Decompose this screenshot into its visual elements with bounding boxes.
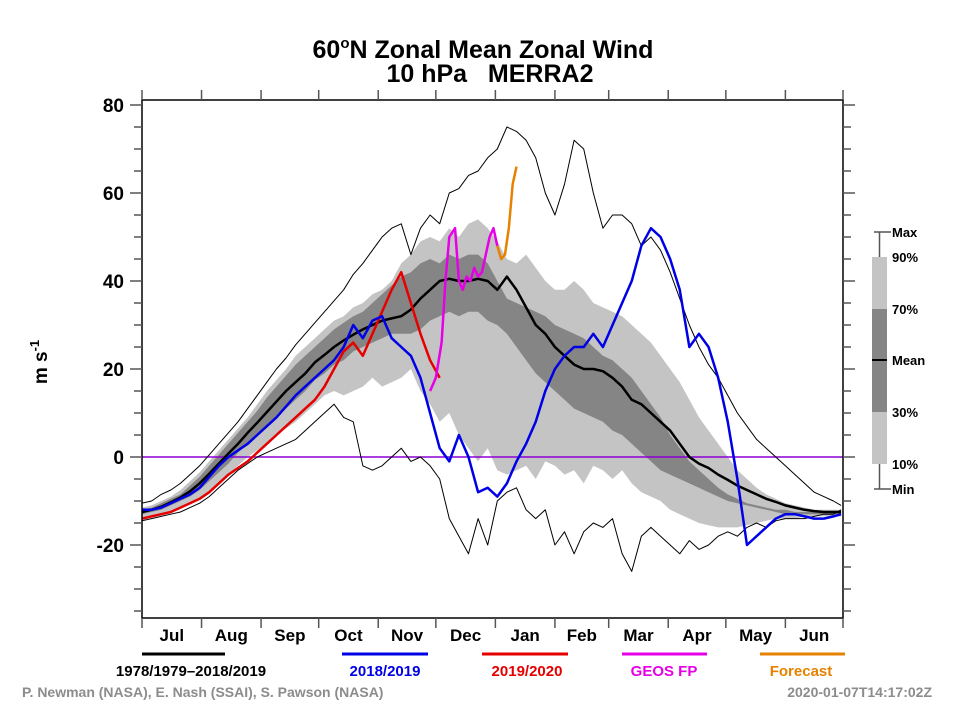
key-label: 70% [892, 302, 918, 317]
y-axis-label: m s-1 [27, 340, 52, 384]
x-tick-label: Jun [799, 626, 829, 645]
key-label: 10% [892, 457, 918, 472]
legend-label: 2018/2019 [350, 663, 421, 680]
x-tick-label: Aug [215, 626, 248, 645]
series-2018-2019-line [142, 226, 842, 547]
series-forecast-line [496, 166, 518, 261]
legend: 1978/1979–2018/2019 2018/2019 2019/2020 GEO… [116, 652, 845, 680]
x-tick-label: Nov [391, 626, 424, 645]
band-10-90 [142, 219, 842, 528]
y-tick-label: 60 [103, 184, 124, 205]
x-tick-label: May [739, 626, 773, 645]
x-tick-label: Dec [450, 626, 481, 645]
credit-text: P. Newman (NASA), E. Nash (SSAI), S. Paw… [22, 684, 383, 700]
title-line-2: 10 hPa MERRA2 [386, 60, 593, 88]
key-label: 90% [892, 250, 918, 265]
axes: -20 0 20 40 60 80 Jul Aug Sep Oct Nov Dec Jan Feb Mar A… [97, 90, 855, 645]
series-min-line [142, 403, 842, 572]
legend-label: 1978/1979–2018/2019 [116, 663, 266, 680]
series-mean-line [142, 275, 842, 514]
band-30-70 [142, 254, 842, 515]
key-label: Min [892, 482, 914, 497]
x-tick-label: Mar [623, 626, 654, 645]
legend-label: Forecast [770, 663, 833, 680]
plot-frame [141, 99, 844, 619]
series-geos-fp-line [428, 226, 499, 392]
title: 60oN Zonal Mean Zonal Wind 10 hPa MERRA2 [313, 35, 654, 88]
x-tick-label: Apr [682, 626, 712, 645]
key-label: 30% [892, 405, 918, 420]
x-tick-label: Jul [159, 626, 184, 645]
percentile-key: Max 90% 70% Mean 30% 10% Min [872, 225, 925, 497]
x-tick-label: Sep [274, 626, 305, 645]
plot-area [142, 126, 843, 572]
series-2019-2020-line [142, 270, 441, 520]
key-label: Max [892, 225, 918, 240]
x-tick-label: Oct [334, 626, 363, 645]
legend-label: 2019/2020 [492, 663, 563, 680]
y-tick-label: 40 [103, 272, 124, 293]
series-max-line [142, 126, 842, 506]
y-tick-label: 0 [113, 448, 124, 469]
x-tick-label: Feb [567, 626, 597, 645]
y-tick-label: 20 [103, 360, 124, 381]
y-tick-label: 80 [103, 96, 124, 117]
x-tick-label: Jan [511, 626, 540, 645]
key-label: Mean [892, 353, 925, 368]
y-tick-label: -20 [97, 536, 124, 557]
title-line-1: 60oN Zonal Mean Zonal Wind [313, 35, 654, 64]
legend-label: GEOS FP [631, 663, 698, 680]
timestamp: 2020-01-07T14:17:02Z [787, 684, 932, 700]
plot-clip-group [142, 126, 843, 572]
